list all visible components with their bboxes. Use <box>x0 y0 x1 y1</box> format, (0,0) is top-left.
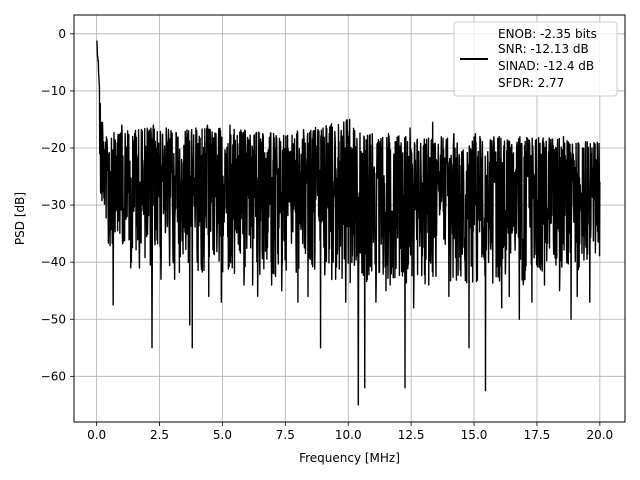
x-tick-label: 12.5 <box>398 428 425 442</box>
y-tick-label: −40 <box>41 255 66 269</box>
y-tick-label: −50 <box>41 312 66 326</box>
legend: ENOB: -2.35 bits SNR: -12.13 dB SINAD: -… <box>453 21 618 97</box>
x-tick-label: 15.0 <box>461 428 488 442</box>
x-tick-label: 5.0 <box>213 428 232 442</box>
x-axis-label: Frequency [MHz] <box>299 451 400 465</box>
legend-sfdr: SFDR: 2.77 <box>498 76 564 90</box>
legend-sinad: SINAD: -12.4 dB <box>498 59 594 73</box>
x-tick-label: 7.5 <box>276 428 295 442</box>
axes-frame <box>73 14 626 423</box>
y-axis-label: PSD [dB] <box>13 192 27 245</box>
x-tick-label: 2.5 <box>150 428 169 442</box>
y-tick-label: −60 <box>41 369 66 383</box>
y-tick-label: −10 <box>41 84 66 98</box>
legend-frame <box>453 21 618 97</box>
x-tick-label: 17.5 <box>524 428 551 442</box>
y-tick-label: 0 <box>58 27 66 41</box>
x-tick-label: 10.0 <box>335 428 362 442</box>
y-tick-label: −30 <box>41 198 66 212</box>
ticks: 0.0 2.5 5.0 7.5 10.0 12.5 15.0 17.5 20.0 0 −10 −20 −… <box>41 27 614 442</box>
x-tick-label: 20.0 <box>586 428 613 442</box>
psd-series-line <box>96 40 601 406</box>
y-tick-label: −20 <box>41 141 66 155</box>
legend-snr: SNR: -12.13 dB <box>498 42 589 56</box>
plot-area <box>96 40 601 406</box>
x-tick-label: 0.0 <box>87 428 106 442</box>
legend-enob: ENOB: -2.35 bits <box>498 27 597 41</box>
